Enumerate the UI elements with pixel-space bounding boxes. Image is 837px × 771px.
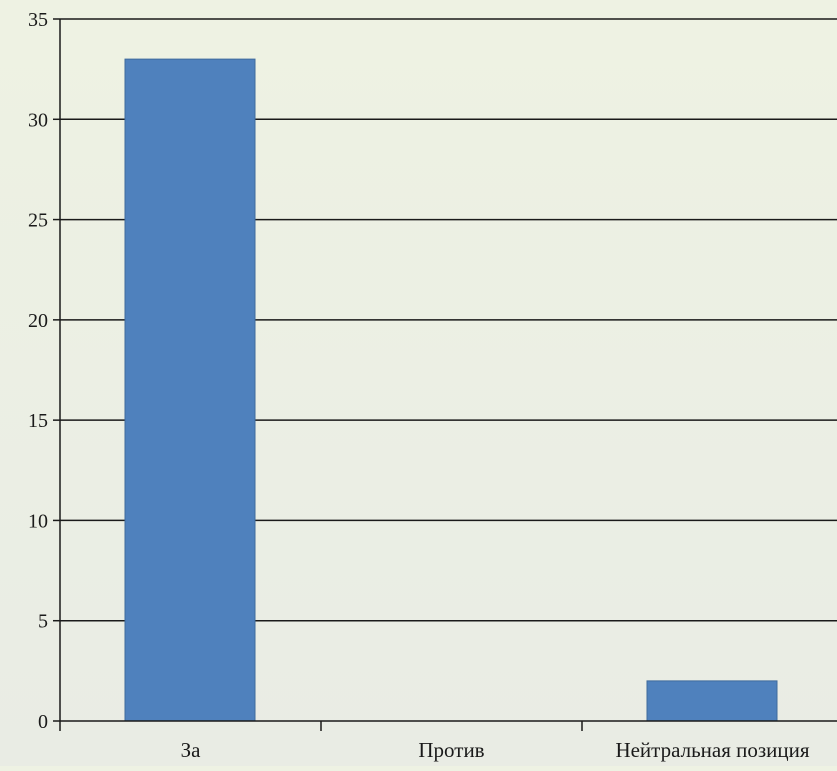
y-tick-label: 10 — [28, 510, 48, 532]
y-tick-label: 5 — [38, 611, 48, 633]
bar-0 — [124, 58, 256, 722]
x-tick-labels: За Против Нейтральная позиция — [181, 738, 810, 762]
x-tick-label: Против — [418, 738, 484, 762]
x-tick-label: Нейтральная позиция — [615, 738, 809, 762]
bar-2 — [646, 680, 778, 722]
y-tick-label: 15 — [28, 410, 48, 432]
axes — [53, 18, 837, 731]
y-tick-label: 35 — [28, 9, 48, 31]
y-tick-label: 0 — [38, 711, 48, 733]
y-tick-label: 20 — [28, 310, 48, 332]
x-tick-label: За — [181, 738, 202, 762]
y-tick-label: 30 — [28, 109, 48, 131]
bars — [124, 58, 778, 722]
y-tick-label: 25 — [28, 210, 48, 232]
y-tick-labels: 0 5 10 15 20 25 30 35 — [28, 9, 48, 733]
